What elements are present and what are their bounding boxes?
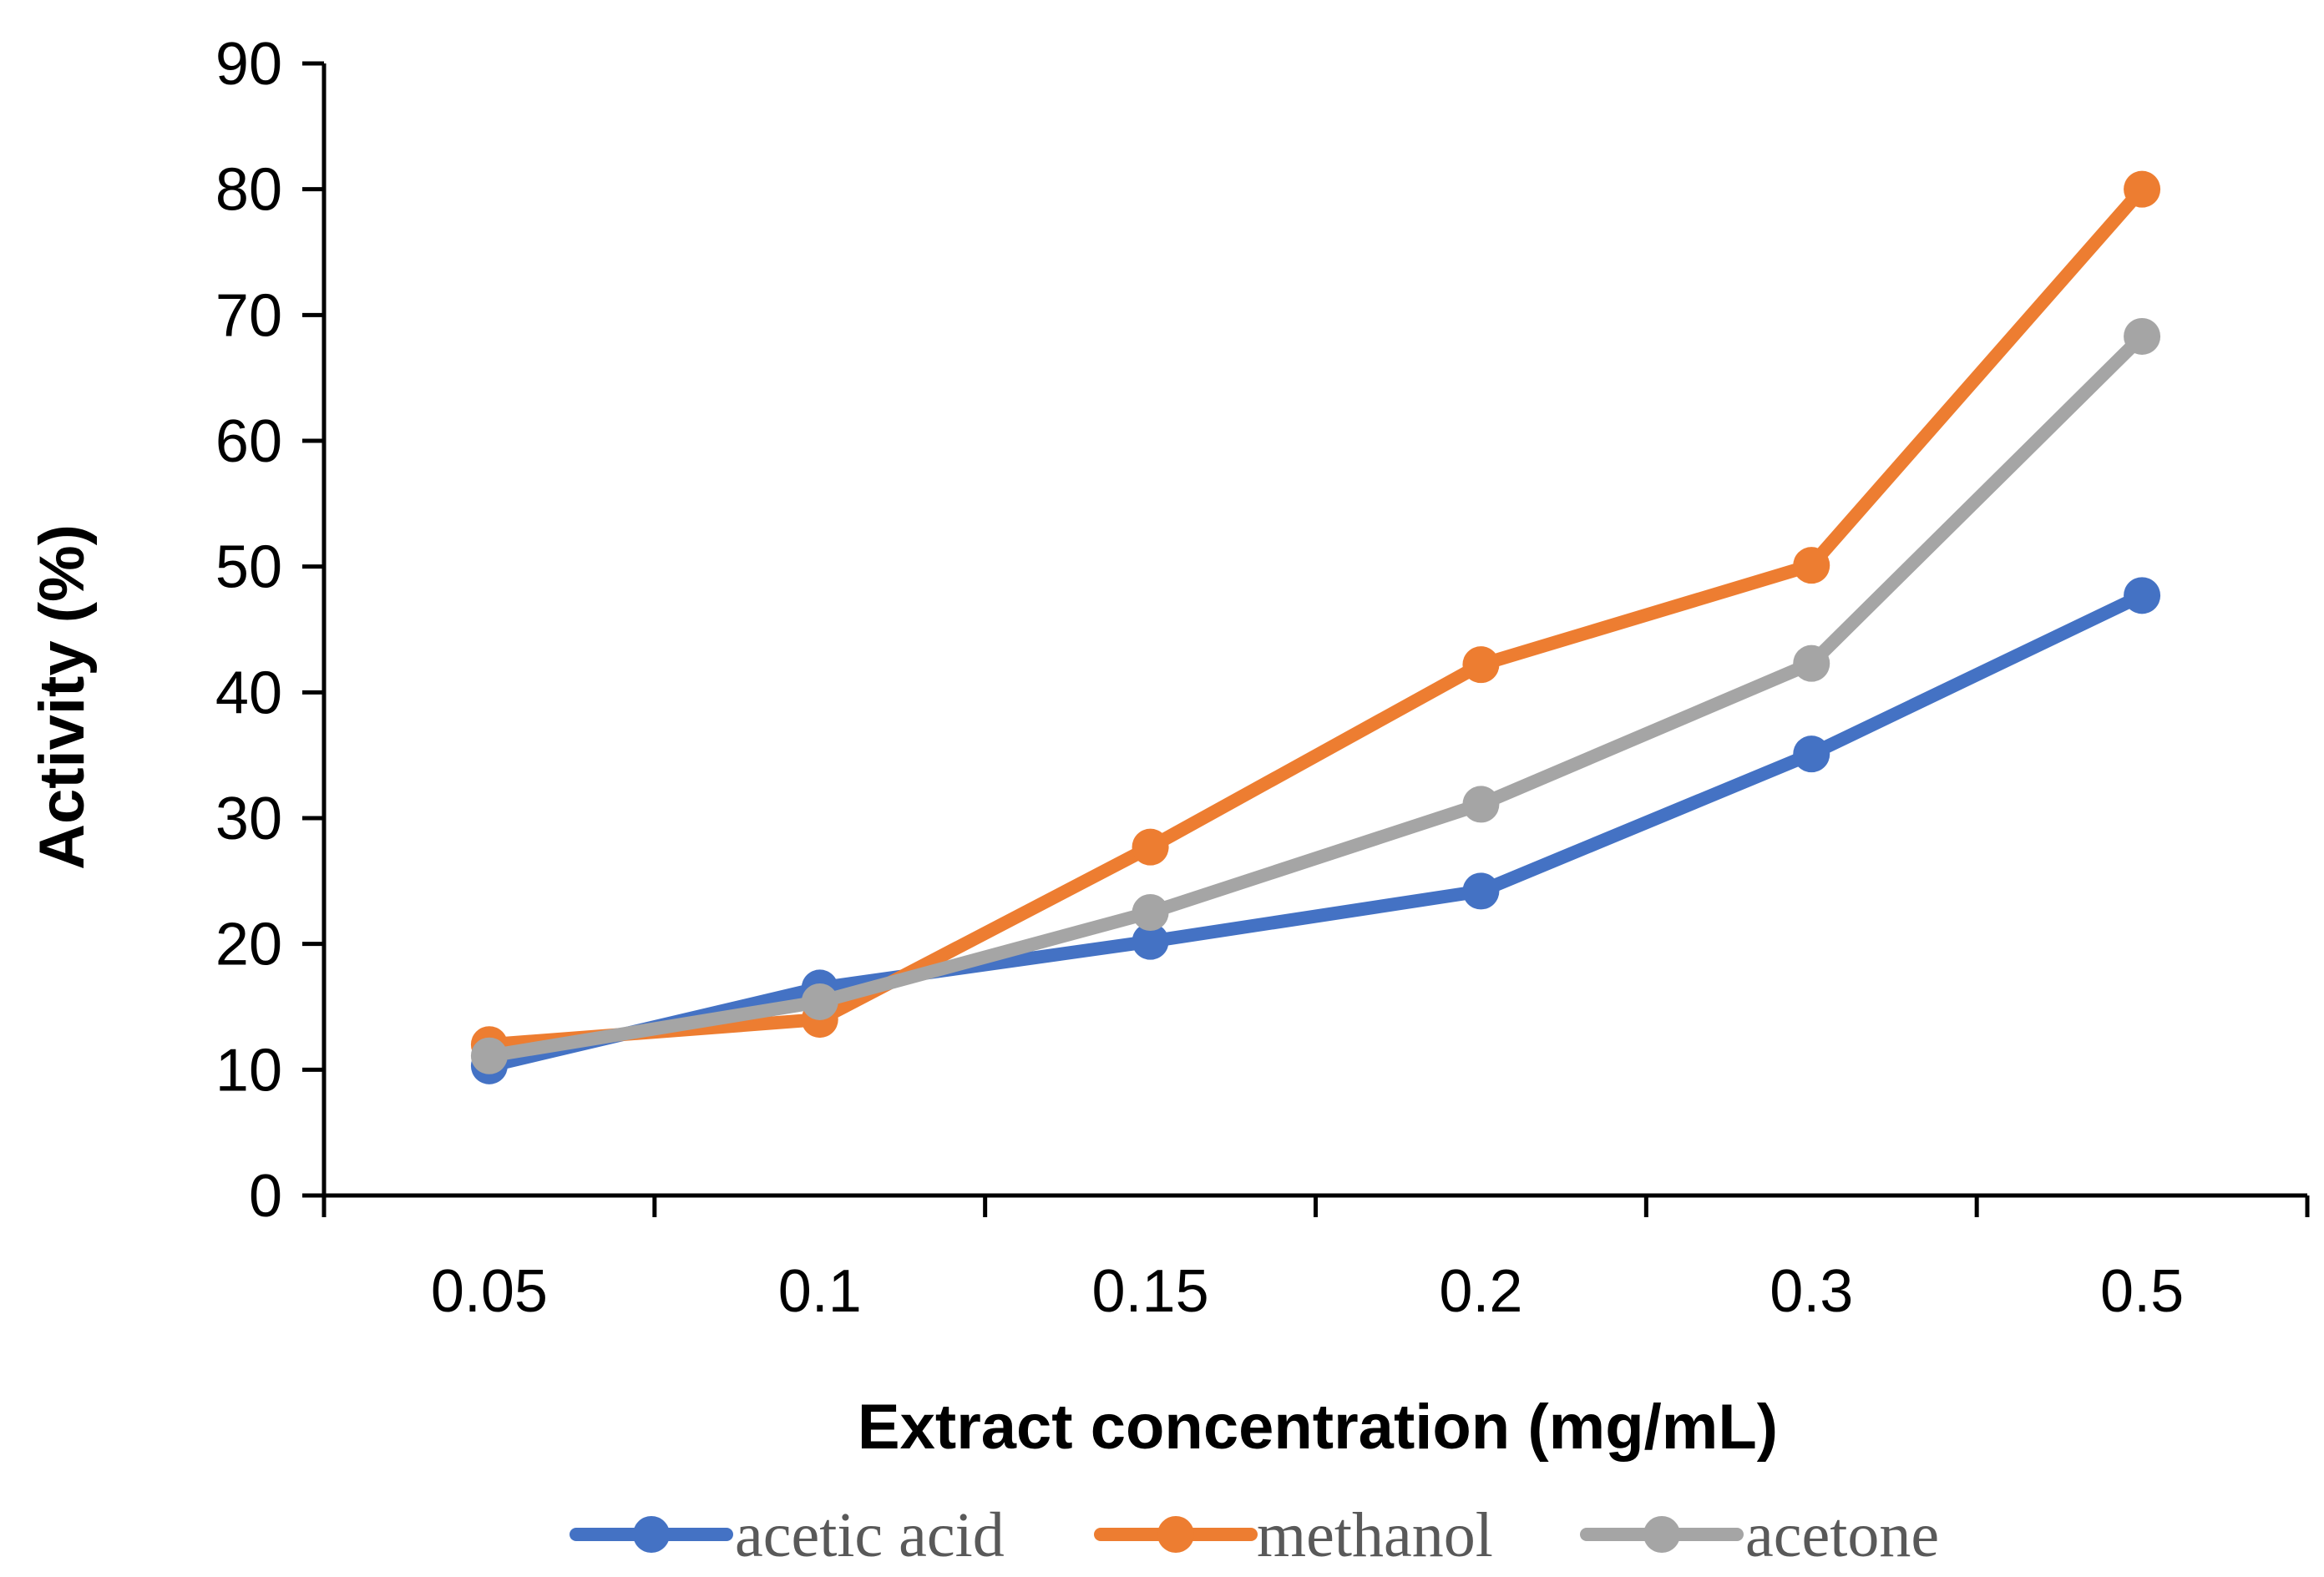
series-layer [470, 170, 2161, 1084]
y-tick-label: 10 [215, 1037, 282, 1104]
data-point [801, 983, 838, 1020]
data-point [1793, 547, 1830, 584]
legend-label: acetic acid [735, 1500, 1005, 1570]
x-axis-title: Extract concentration (mg/mL) [858, 1392, 1778, 1463]
y-tick-label: 40 [215, 660, 282, 726]
y-tick-label: 80 [215, 157, 282, 224]
legend-label: acetone [1745, 1500, 1939, 1570]
y-axis-ticks: 0 10 20 30 40 50 60 70 80 90 [215, 31, 324, 1230]
data-point [470, 1037, 508, 1074]
x-tick-label: 0.5 [2100, 1258, 2184, 1325]
y-tick-label: 0 [249, 1163, 282, 1230]
y-tick-label: 90 [215, 31, 282, 98]
y-tick-label: 20 [215, 912, 282, 978]
x-axis-ticks: 0.05 0.1 0.15 0.2 0.3 0.5 [322, 1195, 2310, 1325]
series-acetic-acid [470, 577, 2161, 1084]
legend-item: acetic acid [570, 1500, 1005, 1570]
y-tick-label: 30 [215, 786, 282, 852]
x-tick-label: 0.1 [778, 1258, 862, 1325]
legend-item: acetone [1580, 1500, 1939, 1570]
y-axis-title: Activity (%) [27, 524, 98, 870]
legend-label: methanol [1257, 1500, 1493, 1570]
legend: acetic acid methanol acetone [570, 1500, 1939, 1570]
series-methanol [470, 170, 2161, 1064]
data-point [1462, 786, 1500, 823]
data-point [1462, 646, 1500, 684]
x-tick-label: 0.05 [431, 1258, 548, 1325]
legend-swatch-marker [1157, 1516, 1194, 1553]
x-tick-label: 0.3 [1770, 1258, 1853, 1325]
data-point [1793, 735, 1830, 773]
x-tick-label: 0.2 [1439, 1258, 1522, 1325]
y-tick-label: 50 [215, 534, 282, 601]
legend-item: methanol [1094, 1500, 1493, 1570]
series-line [482, 589, 2149, 1073]
y-tick-label: 60 [215, 408, 282, 475]
data-point [1132, 922, 1169, 960]
series-acetone [470, 317, 2161, 1074]
legend-swatch-marker [1643, 1516, 1680, 1553]
data-point [1462, 872, 1500, 910]
y-tick-label: 70 [215, 282, 282, 349]
x-tick-label: 0.15 [1092, 1258, 1209, 1325]
data-point [2124, 577, 2161, 614]
legend-swatch-marker [633, 1516, 670, 1553]
data-point [1793, 644, 1830, 682]
data-point [1132, 894, 1169, 931]
data-point [1132, 828, 1169, 866]
data-point [2124, 170, 2161, 208]
series-line [482, 182, 2149, 1052]
data-point [2124, 317, 2161, 355]
series-line [482, 329, 2149, 1063]
